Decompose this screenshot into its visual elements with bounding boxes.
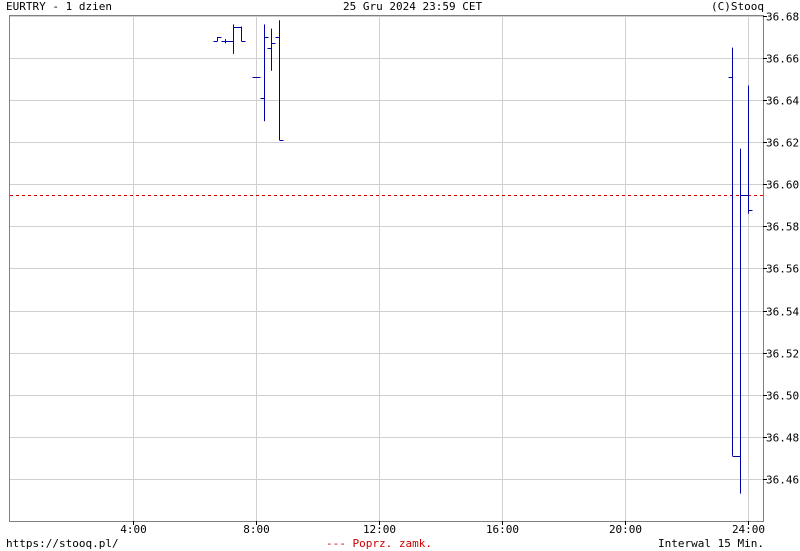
ohlc-bar xyxy=(737,149,745,494)
source-url[interactable]: https://stooq.pl/ xyxy=(6,537,119,551)
y-tick-label: 36.60 xyxy=(766,179,799,192)
ohlc-bar xyxy=(238,27,246,42)
y-tick-label: 36.62 xyxy=(766,137,799,150)
y-tick-label: 36.68 xyxy=(766,11,799,24)
y-tick-label: 36.50 xyxy=(766,390,799,403)
y-tick-label: 36.54 xyxy=(766,306,799,319)
ohlc-bar xyxy=(261,24,269,121)
ohlc-bar xyxy=(214,37,222,41)
y-tick-label: 36.64 xyxy=(766,95,799,108)
interval-label: Interwal 15 Min. xyxy=(658,537,764,551)
prev-close-legend-label: Poprz. zamk. xyxy=(353,537,432,550)
prev-close-legend-swatch: --- xyxy=(326,537,346,550)
prev-close-legend: --- Poprz. zamk. xyxy=(326,537,432,551)
ohlc-bar xyxy=(230,24,238,53)
y-tick-label: 36.46 xyxy=(766,474,799,487)
x-axis-ticks: 4:00 8:00 12:00 16:00 20:00 24:00 xyxy=(120,521,765,536)
y-tick-label: 36.48 xyxy=(766,432,799,445)
ohlc-bar xyxy=(268,29,276,71)
x-tick-label: 16:00 xyxy=(486,523,519,536)
x-tick-label: 20:00 xyxy=(609,523,642,536)
y-tick-label: 36.56 xyxy=(766,263,799,276)
x-tick-label: 24:00 xyxy=(732,523,765,536)
y-axis-ticks: 36.46 36.48 36.50 36.52 36.54 36.56 36.58 36.60… xyxy=(763,11,799,487)
y-tick-label: 36.66 xyxy=(766,53,799,66)
ohlc-bars xyxy=(214,20,753,493)
y-tick-label: 36.52 xyxy=(766,348,799,361)
x-tick-label: 12:00 xyxy=(363,523,396,536)
ohlc-bar xyxy=(745,85,753,213)
y-tick-label: 36.58 xyxy=(766,221,799,234)
ohlc-bar xyxy=(276,20,284,140)
grid-lines xyxy=(10,16,763,521)
x-tick-label: 8:00 xyxy=(243,523,270,536)
x-tick-label: 4:00 xyxy=(120,523,147,536)
ohlc-bar xyxy=(222,39,230,43)
